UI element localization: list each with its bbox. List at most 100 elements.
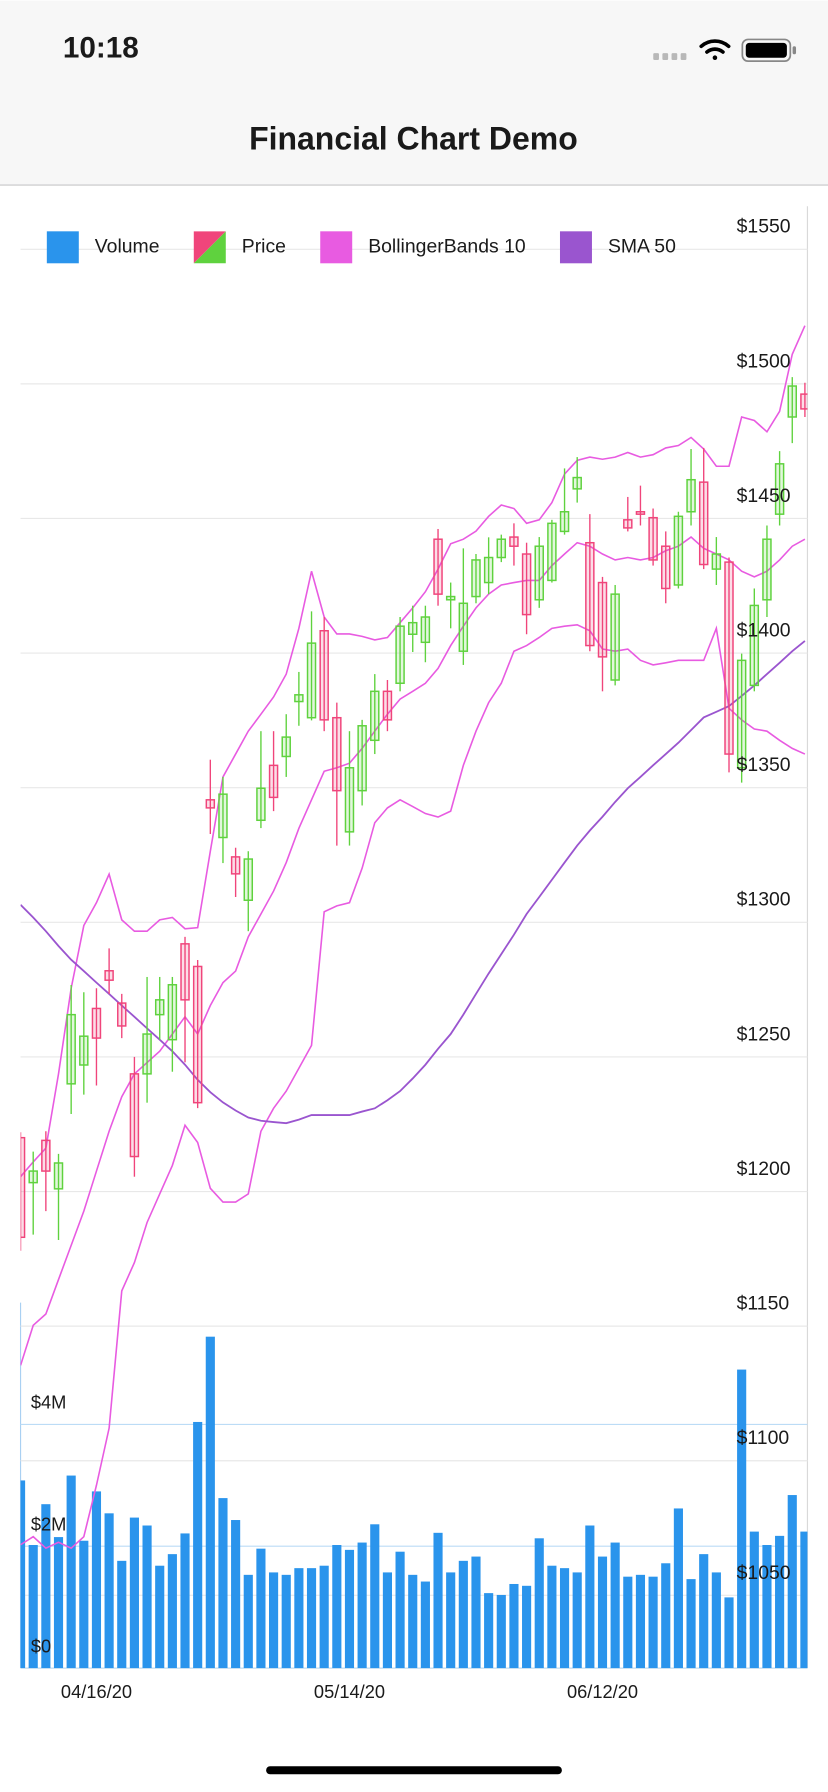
volume-bar [623, 1576, 633, 1669]
candle-body [572, 476, 582, 490]
candle-body [471, 559, 481, 598]
candle-body [205, 799, 216, 809]
candle-body [294, 694, 304, 703]
candle-body [20, 1136, 26, 1239]
volume-bar [610, 1542, 620, 1669]
volume-bar [344, 1549, 355, 1669]
candle-body [357, 725, 367, 792]
y-tick-label: $1250 [737, 1023, 791, 1045]
volume-bar [559, 1568, 570, 1669]
volume-bar [458, 1560, 468, 1669]
candle-body [610, 593, 620, 681]
volume-bar [509, 1583, 519, 1669]
volume-bar [648, 1576, 658, 1669]
volume-bar [446, 1572, 456, 1669]
candle-body [559, 511, 570, 533]
volume-bar [332, 1544, 342, 1669]
volume-bar [281, 1574, 291, 1669]
legend-item: SMA 50 [559, 231, 676, 264]
volume-bar [357, 1542, 367, 1669]
wifi-icon [699, 39, 731, 61]
volume-bar [699, 1554, 709, 1669]
volume-bar [41, 1504, 51, 1669]
y-tick-label: $1500 [737, 350, 791, 372]
volume-bar [193, 1421, 203, 1669]
volume-bar [231, 1520, 241, 1669]
volume-bar [243, 1574, 253, 1669]
candle-body [218, 793, 228, 839]
volume-bar [547, 1565, 557, 1669]
chart: $1050 $1100 $1150 $1200 $1250 $1300 $1350 $1400… [19, 206, 809, 1702]
volume-bar [256, 1548, 266, 1669]
candle-body [91, 1007, 102, 1039]
candle-body [774, 463, 785, 515]
candle-body [104, 970, 114, 981]
y-tick-label: $1100 [737, 1427, 790, 1449]
candle-body [66, 1013, 76, 1085]
candle-body [306, 642, 317, 719]
candle-body [673, 515, 684, 586]
volume-bar [294, 1568, 304, 1669]
candle-body [407, 621, 418, 635]
volume-bar [370, 1524, 380, 1669]
nav-title: Financial Chart Demo [249, 121, 578, 157]
candle-body [344, 767, 355, 833]
y-tick-label: $1350 [737, 754, 791, 776]
legend-swatch [46, 231, 79, 264]
candle-body [648, 516, 658, 561]
legend-label: SMA 50 [608, 235, 676, 257]
candle-body [79, 1035, 89, 1066]
sma-line [20, 640, 806, 1125]
candle-body [117, 1002, 127, 1027]
volume-bar [534, 1538, 544, 1669]
candle-body [420, 616, 431, 644]
volume-bar [167, 1554, 177, 1669]
candle-body [243, 858, 254, 901]
volume-bar [471, 1556, 481, 1669]
x-tick-label: 04/16/20 [61, 1681, 132, 1702]
y2-tick-label: $0 [31, 1635, 51, 1656]
y-tick-label: $1550 [737, 216, 791, 238]
candle-body [458, 602, 469, 652]
signal-icon [653, 53, 687, 61]
legend-item: Volume [46, 231, 160, 264]
candle-body [787, 385, 798, 418]
volume-bar [155, 1565, 165, 1669]
candle-body [319, 630, 329, 721]
legend-label: BollingerBands 10 [368, 235, 526, 257]
legend-swatch [559, 231, 592, 264]
volume-bar [218, 1498, 228, 1669]
candle-body [635, 511, 646, 515]
candle-body [547, 522, 557, 582]
volume-bar [800, 1531, 808, 1669]
candle-body [521, 553, 532, 616]
candle-body [711, 553, 722, 570]
y2-tick-label: $4M [31, 1392, 67, 1413]
home-indicator [266, 1766, 562, 1775]
nav-background [0, 0, 828, 185]
candle-body [698, 481, 709, 566]
candle-body [585, 541, 595, 647]
volume-bar [661, 1563, 671, 1669]
volume-bar [484, 1593, 494, 1669]
volume-bar [104, 1513, 114, 1669]
candle-body [41, 1139, 51, 1172]
candle-body [762, 538, 772, 601]
candle-body [192, 965, 203, 1104]
volume-bar [737, 1369, 747, 1669]
candle-body [53, 1162, 64, 1190]
candle-body [129, 1073, 140, 1158]
volume-bar [775, 1535, 785, 1669]
plot-area [20, 325, 808, 1669]
candle-body [332, 716, 342, 792]
legend-item: Price [193, 231, 286, 264]
candle-body [483, 556, 494, 584]
volume-bar [597, 1556, 608, 1669]
candle-body [736, 659, 747, 769]
volume-bar [408, 1574, 418, 1669]
volume-bar [762, 1544, 772, 1669]
volume-bar [269, 1572, 279, 1669]
candle-body [661, 545, 671, 590]
y-tick-label: $1400 [737, 620, 791, 642]
